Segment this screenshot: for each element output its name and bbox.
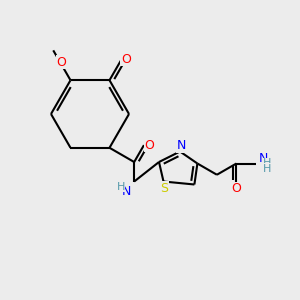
Text: H: H [116, 182, 125, 192]
Text: H: H [263, 164, 272, 174]
Text: O: O [57, 56, 66, 69]
Text: O: O [121, 53, 131, 66]
Text: O: O [231, 182, 241, 196]
Text: H: H [263, 158, 272, 169]
Text: N: N [259, 152, 268, 166]
Text: N: N [176, 139, 186, 152]
Text: O: O [144, 139, 154, 152]
Text: N: N [122, 184, 131, 197]
Text: S: S [160, 182, 168, 195]
